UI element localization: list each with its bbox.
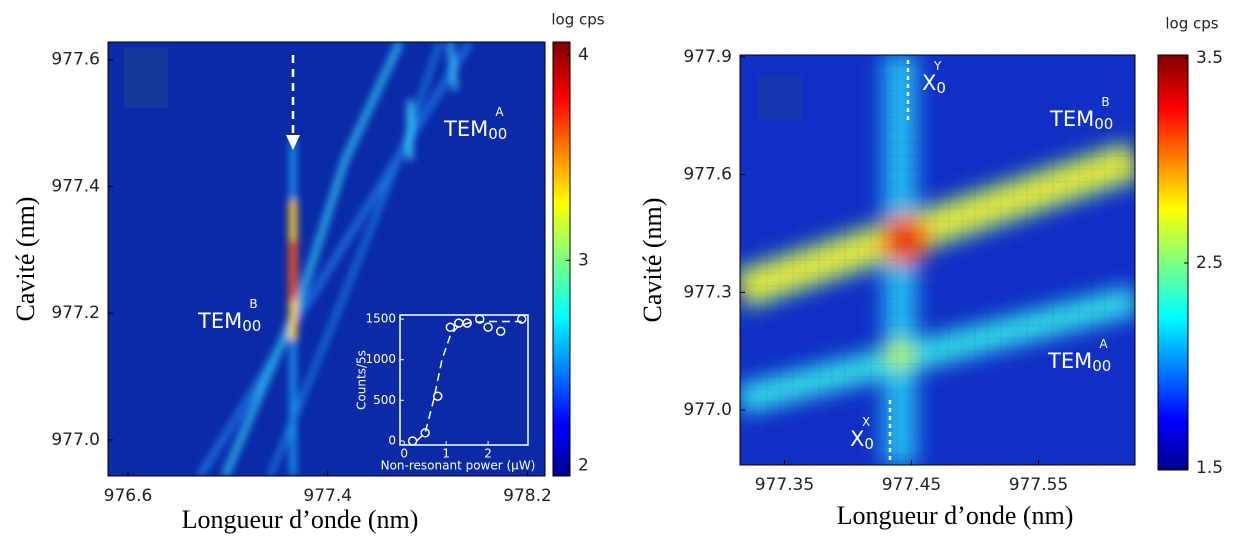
y-tick-label: 977.3 [683, 282, 732, 302]
annotation-text: TEM [1049, 107, 1094, 131]
annotation-text: X [850, 427, 864, 451]
y-axis-label: Cavité (nm) [11, 197, 40, 322]
colorbar-tick-label: 3 [578, 250, 589, 270]
point [516, 314, 527, 324]
annotation-text: X [922, 71, 936, 95]
x-tick-label: 977.45 [882, 475, 941, 495]
annotation-sup: Y [933, 59, 942, 73]
annotation: TEM00 A [1047, 337, 1111, 375]
annotation-sup: B [1101, 95, 1109, 109]
annotation-sup: X [862, 415, 870, 429]
frame [739, 54, 1136, 466]
annotation: X0 Y [922, 59, 946, 97]
y-tick-label: 977.6 [51, 50, 100, 70]
y-tick-label: 1000 [365, 352, 396, 366]
point [462, 318, 472, 328]
x-tick-label: 977.55 [1009, 475, 1068, 495]
x-tick-label: 977.4 [303, 486, 352, 506]
inset-frame [399, 314, 529, 446]
annotation-sub: 00 [242, 317, 261, 335]
point [420, 428, 430, 438]
colorbar-tick-label: 2.5 [1196, 253, 1223, 273]
colorbar-title: log cps [551, 11, 604, 29]
annotation: TEM00 B [197, 297, 261, 335]
y-axis-label: Cavité (nm) [638, 198, 667, 323]
annotation-sub: 00 [1094, 115, 1113, 133]
y-tick-label: 977.4 [51, 176, 100, 196]
x-axis-label: Longueur d’onde (nm) [182, 505, 419, 534]
annotation-text: TEM [443, 117, 488, 141]
x-axis-label: Non-resonant power (μW) [381, 459, 536, 473]
annotation-sup: A [1099, 337, 1108, 351]
heatmap-image [108, 42, 545, 476]
point [445, 322, 456, 332]
point [483, 322, 493, 332]
annotation: TEM00 A [443, 105, 507, 143]
x-axis-label: Longueur d’onde (nm) [837, 501, 1074, 530]
colorbar-tick-label: 3.5 [1196, 48, 1223, 68]
annotation-sub: 00 [488, 125, 507, 143]
point [495, 326, 506, 336]
y-tick-label: 977.9 [683, 47, 732, 67]
y-tick-label: 977.6 [683, 165, 732, 185]
y-tick-label: 977.0 [51, 430, 100, 450]
fit-line [416, 320, 522, 442]
annotation-sub: 0 [936, 79, 946, 97]
heatmap-image [740, 55, 1135, 465]
x-tick-label: 977.35 [755, 475, 814, 495]
annotation-sup: B [249, 297, 257, 311]
y-tick-label: 500 [373, 393, 396, 407]
y-tick-label: 977.0 [683, 400, 732, 420]
x-tick-label: 2 [484, 447, 492, 461]
colorbar [552, 41, 571, 477]
annotation-text: TEM [197, 309, 242, 333]
colorbar [1157, 54, 1189, 471]
x-tick-label: 976.6 [104, 486, 153, 506]
annotation: X0X [850, 415, 874, 453]
y-tick-label: 0 [388, 433, 396, 447]
annotation-sup: A [495, 105, 504, 119]
colorbar-tick-label: 2 [578, 456, 589, 476]
annotation-sub: 00 [1092, 357, 1111, 375]
point [407, 436, 418, 446]
point [474, 314, 485, 324]
colorbar-tick-label: 1.5 [1196, 458, 1223, 478]
colorbar-tick-label: 4 [578, 45, 589, 65]
colorbar-title: log cps [1165, 15, 1218, 33]
y-tick-label: 977.2 [51, 303, 100, 323]
annotation: TEM00 B [1049, 95, 1113, 133]
frame [107, 41, 546, 477]
point [433, 391, 443, 401]
x-tick-label: 0 [400, 447, 408, 461]
x-tick-label: 1 [442, 447, 450, 461]
y-tick-label: 1500 [365, 312, 396, 326]
y-axis-label: Counts/5s [355, 350, 369, 410]
annotation-text: TEM [1047, 349, 1092, 373]
x-tick-label: 978.2 [503, 486, 552, 506]
annotation-sub: 0 [864, 435, 874, 453]
